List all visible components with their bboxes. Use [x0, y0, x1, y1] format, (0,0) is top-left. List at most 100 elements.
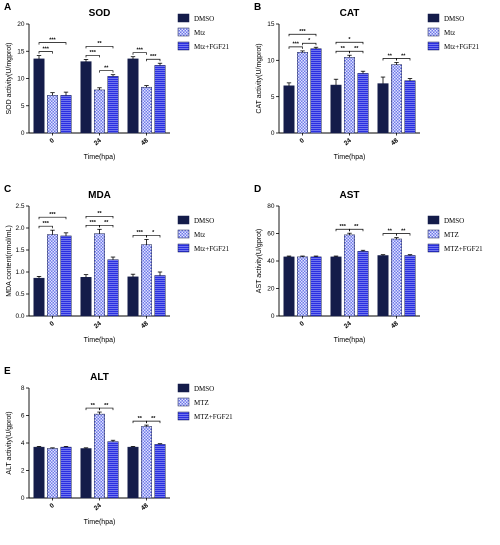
bar-b-mtz-48: [391, 64, 402, 134]
significance-label: ***: [299, 29, 306, 35]
x-axis-label-b: Time(hpa): [334, 154, 366, 161]
bar-b-mtz-fgf21-24: [357, 73, 369, 134]
legend-swatch: [177, 243, 190, 253]
y-tick-label: 2.5: [15, 203, 24, 210]
bar-c-mtz-24: [94, 233, 105, 317]
chart-title-c: MDA: [88, 190, 111, 201]
y-tick-label: 10: [17, 76, 25, 83]
bar-a-mtz-fgf21-48: [154, 65, 166, 134]
significance-bracket: [99, 224, 114, 228]
y-tick-label: 40: [267, 258, 275, 265]
panel-letter-c: C: [4, 184, 11, 195]
significance-bracket: [396, 233, 411, 236]
significance-label: ***: [90, 50, 97, 56]
bar-a-dmso-48: [127, 58, 139, 134]
legend-label-b: DMSO: [444, 15, 464, 23]
significance-label: **: [138, 416, 143, 422]
legend-swatch: [177, 229, 190, 239]
x-tick-label: 0: [49, 320, 57, 328]
bar-c-dmso-24: [80, 277, 92, 317]
x-tick-label: 24: [93, 137, 103, 147]
bar-a-dmso-0: [33, 58, 45, 134]
panel-letter-e: E: [4, 366, 11, 377]
bar-c-mtz-fgf21-48: [154, 275, 166, 317]
bar-a-mtz-0: [47, 95, 58, 134]
x-tick-label: 0: [299, 137, 307, 145]
bar-a-dmso-24: [80, 61, 92, 134]
bar-c-mtz-fgf21-24: [107, 259, 119, 317]
significance-label: **: [401, 228, 406, 234]
bar-c-mtz-fgf21-0: [60, 235, 72, 317]
legend-label-c: Mtz+FGF21: [194, 245, 230, 253]
bar-e-mtz-48: [141, 426, 152, 499]
significance-label: *: [348, 37, 351, 43]
significance-label: **: [97, 41, 102, 47]
y-tick-label: 60: [267, 231, 275, 238]
bar-e-dmso-0: [33, 446, 45, 499]
significance-bracket: [85, 46, 114, 49]
significance-bracket: [38, 225, 53, 229]
legend-label-a: DMSO: [194, 15, 214, 23]
y-tick-label: 8: [21, 385, 25, 392]
x-axis-label-e: Time(hpa): [84, 519, 116, 526]
legend-label-b: Mtz: [444, 29, 455, 37]
significance-label: **: [354, 46, 359, 52]
y-tick-label: 15: [267, 21, 275, 28]
significance-label: ***: [137, 230, 144, 236]
significance-label: **: [104, 403, 109, 409]
y-tick-label: 0: [21, 495, 25, 502]
significance-label: **: [151, 416, 156, 422]
panel-a: A SOD 0 5 10 15 20 SOD activity(U/mgprot) 0 24 48 T…: [4, 2, 230, 161]
legend-label-c: DMSO: [194, 217, 214, 225]
significance-bracket: [335, 41, 364, 45]
bar-a-mtz-fgf21-24: [107, 76, 119, 134]
y-axis-label-d: AST activity(U/gprot): [256, 229, 263, 293]
bar-d-dmso-48: [377, 255, 389, 317]
significance-bracket: [132, 52, 147, 55]
legend-swatch: [427, 215, 440, 225]
significance-bracket: [146, 58, 161, 62]
x-tick-label: 24: [93, 502, 103, 512]
significance-label: **: [91, 403, 96, 409]
y-tick-label: 0: [271, 130, 275, 137]
significance-label: **: [388, 53, 393, 59]
significance-label: ***: [90, 220, 97, 226]
legend-swatch: [177, 41, 190, 51]
y-tick-label: 0: [21, 130, 25, 137]
significance-bracket: [288, 33, 317, 37]
significance-label: **: [388, 228, 393, 234]
bar-b-mtz-fgf21-48: [404, 80, 416, 134]
y-axis-label-e: ALT activity(U/gprot): [6, 411, 13, 474]
x-tick-label: 24: [93, 320, 103, 330]
bar-a-mtz-24: [94, 89, 105, 134]
significance-label: **: [97, 211, 102, 217]
panel-letter-b: B: [254, 2, 261, 13]
legend-label-b: Mtz+FGF21: [444, 43, 480, 51]
bar-d-dmso-24: [330, 256, 342, 317]
x-tick-label: 48: [390, 320, 400, 330]
y-tick-label: 0.5: [15, 291, 24, 298]
bar-d-mtz-24: [344, 234, 355, 317]
legend-label-a: Mtz+FGF21: [194, 43, 230, 51]
legend-swatch: [427, 27, 440, 37]
bar-d-mtz-0: [297, 256, 308, 317]
legend-swatch: [177, 215, 190, 225]
y-tick-label: 0: [271, 313, 275, 320]
y-tick-label: 20: [17, 21, 25, 28]
bar-e-mtz-24: [94, 413, 105, 499]
significance-bracket: [146, 235, 161, 238]
significance-bracket: [85, 215, 114, 219]
legend-swatch: [177, 397, 190, 407]
x-tick-label: 48: [140, 137, 150, 147]
x-tick-label: 48: [390, 137, 400, 147]
x-axis-label-d: Time(hpa): [334, 337, 366, 344]
bar-d-mtz-fgf21-24: [357, 251, 369, 317]
y-tick-label: 1.5: [15, 247, 24, 254]
y-tick-label: 5: [271, 94, 275, 101]
legend-swatch: [177, 383, 190, 393]
x-tick-label: 48: [140, 502, 150, 512]
y-tick-label: 80: [267, 203, 275, 210]
bar-e-dmso-24: [80, 448, 92, 499]
bar-e-mtz-0: [47, 448, 58, 499]
significance-bracket: [99, 70, 114, 73]
